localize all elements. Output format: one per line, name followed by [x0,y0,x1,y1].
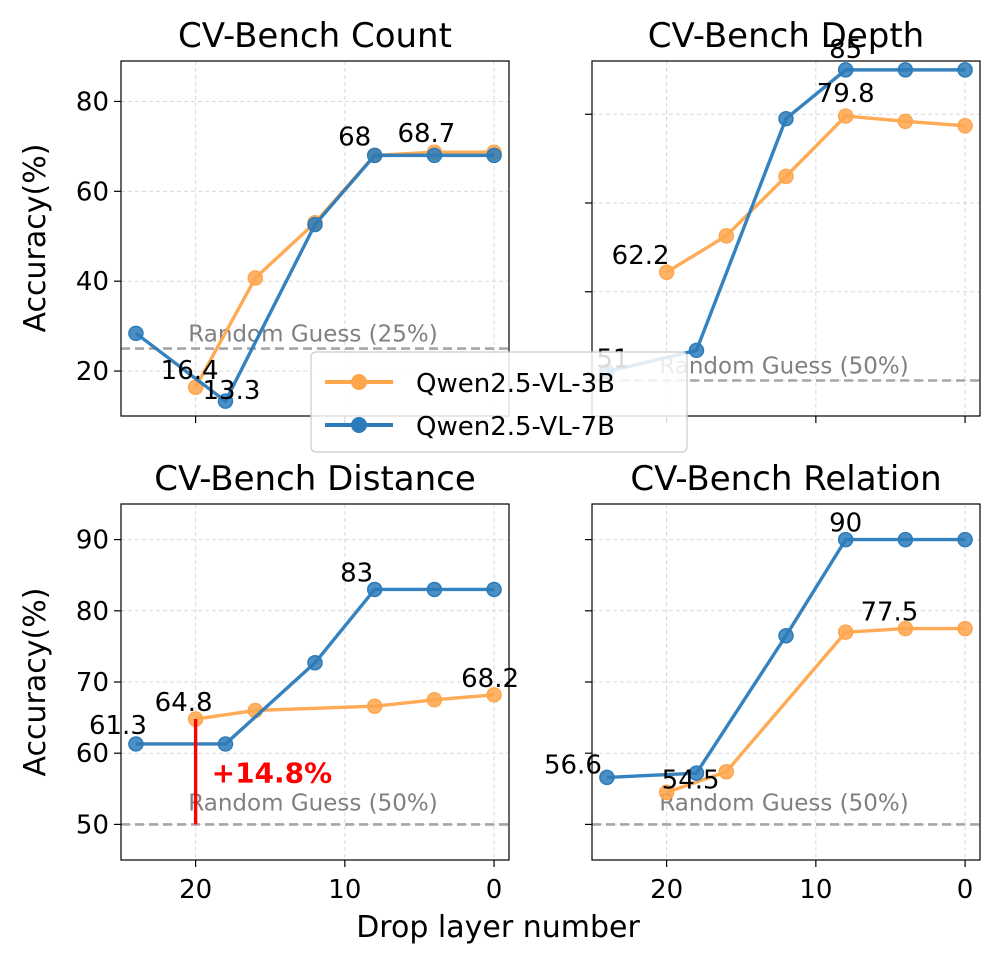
data-label: 62.2 [612,241,670,271]
series-line-7b [135,587,495,746]
series-line-3b [665,114,966,274]
data-point-7b [957,62,973,78]
data-point-3b [247,270,264,286]
data-label: 83 [340,558,373,588]
x-tick-label: 0 [957,875,974,905]
ylabel-top: Accuracy(%) [18,144,53,333]
series-line-7b [134,153,495,403]
data-label: 64.8 [155,688,213,718]
data-point-7b [688,342,705,359]
data-point-7b [307,216,323,233]
reference-label: Random Guess (50%) [659,790,908,816]
data-label: 56.6 [544,750,602,780]
gain-label: +14.8% [212,756,333,789]
chart-panel-3: Random Guess (50%)+14.8% 61.3 64.8 83 68.2 20… [76,459,519,905]
y-tick-label: 40 [76,267,109,297]
data-point-3b [658,264,675,280]
data-point-3b [426,692,443,708]
chart-title: CV-Bench Distance [154,459,476,499]
data-label: 61.3 [89,711,147,741]
data-point-7b [217,736,234,752]
legend-label-7b: Qwen2.5-VL-7B [416,412,615,442]
data-label: 54.5 [662,765,720,795]
data-point-3b [718,763,735,780]
legend: Qwen2.5-VL-3B Qwen2.5-VL-7B [310,351,688,453]
data-point-3b [897,620,914,637]
data-point-7b [957,531,973,548]
data-point-3b [957,118,973,134]
data-point-7b [778,110,794,127]
data-label: 85 [829,35,862,65]
chart-title: CV-Bench Depth [648,16,924,56]
data-point-7b [688,765,705,781]
chart-panel-1: Random Guess (25%)16.413.368 68.720406080… [76,16,510,423]
data-point-7b [366,581,383,598]
data-point-7b [778,627,794,644]
x-tick-label: 20 [650,875,683,905]
chart-title: CV-Bench Relation [630,459,941,499]
data-point-7b [426,581,443,598]
data-point-3b [957,620,973,637]
data-point-3b [658,784,675,801]
data-label: 90 [829,509,862,539]
data-point-7b [837,531,854,548]
legend-marker-3b [351,374,367,390]
data-label: 68.2 [461,664,519,694]
plot-frame [591,60,981,417]
xlabel: Drop layer number [356,910,640,945]
data-point-7b [366,147,383,164]
legend-box [310,351,688,453]
data-label: 68.7 [397,119,455,149]
y-tick-label: 90 [76,526,109,556]
chart-panels: Random Guess (25%)16.413.368 68.720406080… [76,16,981,905]
data-point-3b [486,687,502,703]
y-tick-label: 20 [76,357,109,387]
data-point-7b [897,531,914,548]
series-line-7b [606,537,966,780]
data-point-3b [837,108,854,124]
data-label: 79.8 [817,79,875,109]
legend-marker-7b [351,417,367,433]
data-point-7b [486,581,502,598]
reference-label: Random Guess (50%) [659,354,908,380]
chart-panel-4: Random Guess (50%) 56.6 54.5 90 77.5 20 10 0 CV-… [544,459,981,905]
data-point-3b [778,168,794,185]
x-tick-label: 10 [799,875,832,905]
data-point-7b [486,147,502,164]
ylabel-bottom: Accuracy(%) [18,588,53,777]
data-label: 13.3 [203,376,261,406]
y-tick-label: 50 [76,810,109,840]
y-tick-label: 70 [76,668,109,698]
data-point-7b [128,325,144,342]
y-tick-label: 80 [76,87,109,117]
data-point-3b [897,113,914,130]
data-point-7b [307,655,323,671]
y-tick-label: 80 [76,597,109,627]
legend-label-3b: Qwen2.5-VL-3B [416,369,615,399]
reference-label: Random Guess (50%) [188,790,437,816]
data-point-7b [897,62,914,78]
data-point-7b [128,736,144,752]
data-point-7b [599,769,615,786]
x-tick-label: 20 [179,875,212,905]
data-label: 68 [338,122,371,152]
data-point-3b [837,624,854,640]
data-label: 77.5 [860,598,918,628]
x-tick-label: 10 [328,875,361,905]
data-label: 16.4 [161,356,219,386]
y-tick-label: 60 [76,177,109,207]
data-point-3b [718,228,735,244]
data-point-3b [366,698,383,714]
data-point-7b [217,393,234,409]
y-tick-label: 60 [76,739,109,769]
chart-title: CV-Bench Count [178,16,452,56]
x-tick-label: 0 [486,875,503,905]
data-point-7b [837,62,854,78]
data-point-7b [426,147,443,164]
